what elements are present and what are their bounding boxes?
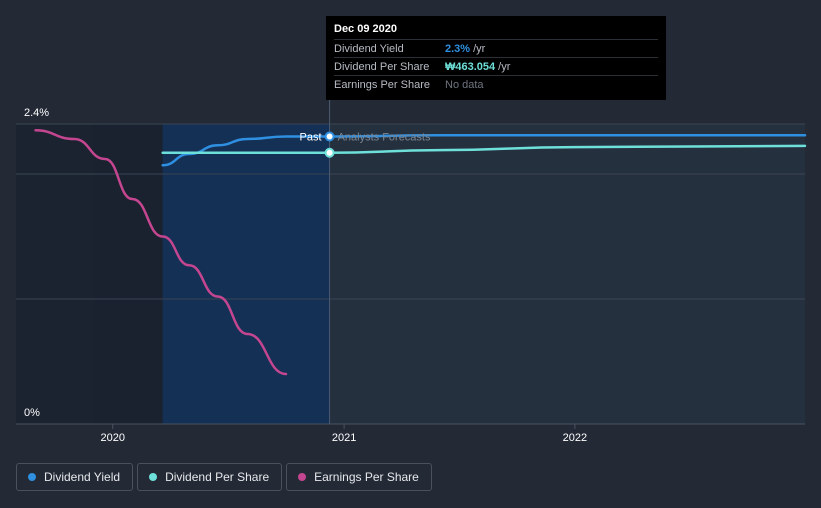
x-tick-label: 2022	[563, 432, 587, 444]
tooltip-row-value: ₩463.054	[445, 60, 496, 73]
legend-label: Dividend Yield	[44, 470, 121, 484]
dividend-per-share-marker	[324, 147, 335, 158]
earnings-per-share-dot-icon	[298, 473, 307, 481]
legend: Dividend Yield Dividend Per Share Earnin…	[16, 463, 432, 491]
forecast-region	[329, 124, 805, 424]
tooltip-row-value: No data	[445, 78, 484, 91]
tooltip-date: Dec 09 2020	[334, 23, 397, 35]
tooltip: Dec 09 2020 Dividend Yield 2.3% /yr Divi…	[326, 16, 666, 100]
tooltip-row-name: Dividend Yield	[334, 42, 404, 55]
y-axis-min-label: 0%	[24, 407, 40, 419]
y-axis-max-label: 2.4%	[24, 107, 49, 119]
dividend-per-share-dot-icon	[149, 473, 158, 481]
dividend-yield-dot-icon	[28, 473, 36, 481]
x-tick-label: 2020	[100, 432, 124, 444]
legend-label: Dividend Per Share	[165, 470, 270, 484]
legend-item-dividend-yield[interactable]: Dividend Yield	[16, 463, 134, 491]
tooltip-row-name: Earnings Per Share	[334, 78, 430, 91]
series-line-earnings-per-share	[34, 129, 288, 376]
past-highlight	[162, 124, 330, 424]
legend-item-earnings-per-share[interactable]: Earnings Per Share	[286, 463, 432, 491]
tooltip-row-unit: /yr	[498, 60, 511, 73]
tooltip-row-earnings-per-share: Earnings Per Share No data	[334, 75, 658, 93]
tooltip-row-dividend-yield: Dividend Yield 2.3% /yr	[334, 39, 658, 57]
tooltip-row-value: 2.3%	[445, 42, 471, 55]
past-label: Past	[300, 132, 322, 144]
series-line-dividend-yield	[161, 134, 807, 167]
dividend-yield-marker	[324, 131, 335, 142]
analysts-forecasts-label: Analysts Forecasts	[338, 132, 431, 144]
series-line-dividend-per-share	[161, 144, 807, 155]
x-tick-label: 2021	[332, 432, 356, 444]
tooltip-row-dividend-per-share: Dividend Per Share ₩463.054 /yr	[334, 57, 658, 75]
tooltip-row-name: Dividend Per Share	[334, 60, 430, 73]
legend-label: Earnings Per Share	[314, 470, 419, 484]
tooltip-row-unit: /yr	[473, 42, 486, 55]
legend-item-dividend-per-share[interactable]: Dividend Per Share	[137, 463, 283, 491]
